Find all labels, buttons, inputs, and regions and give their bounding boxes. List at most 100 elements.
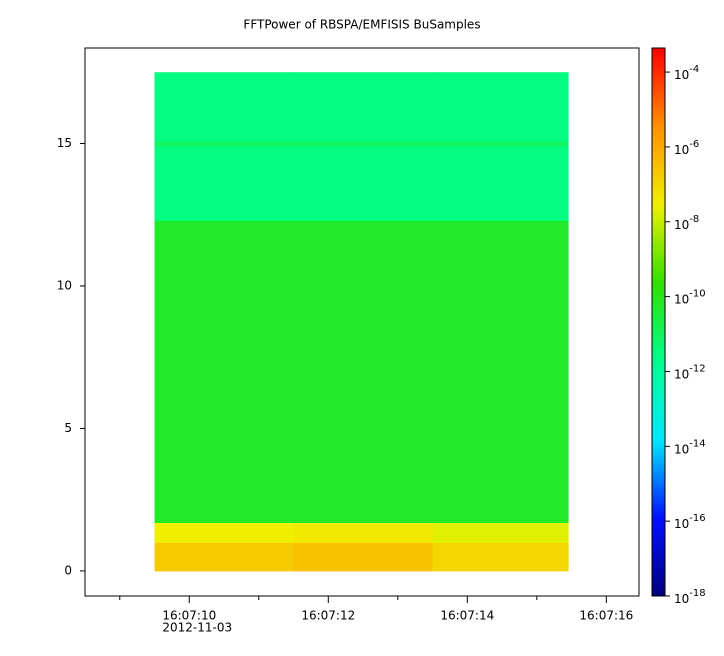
- colorbar-segment: [652, 516, 665, 521]
- y-tick-label: 10: [57, 278, 72, 292]
- colorbar-segment: [652, 452, 665, 457]
- colorbar-segment: [652, 236, 665, 241]
- colorbar-segment: [652, 428, 665, 433]
- colorbar-segment: [652, 56, 665, 61]
- colorbar-segment: [652, 140, 665, 145]
- colorbar-segment: [652, 440, 665, 445]
- x-date-label: 2012-11-03: [162, 621, 232, 635]
- colorbar-segment: [652, 88, 665, 93]
- colorbar-segment: [652, 124, 665, 129]
- colorbar-segment: [652, 340, 665, 345]
- x-tick-label: 16:07:10: [162, 609, 216, 623]
- colorbar-segment: [652, 204, 665, 209]
- colorbar-segment: [652, 192, 665, 197]
- colorbar-segment: [652, 308, 665, 313]
- colorbar-segment: [652, 592, 665, 597]
- colorbar-segment: [652, 524, 665, 529]
- cell: [154, 146, 295, 221]
- cell: [432, 140, 569, 147]
- tick-exponent: -4: [689, 64, 699, 75]
- colorbar-segment: [652, 328, 665, 333]
- cell: [154, 542, 295, 572]
- colorbar-tick-label: 10-14: [674, 438, 706, 456]
- cell: [154, 522, 295, 543]
- colorbar-segment: [652, 588, 665, 593]
- cell: [293, 140, 434, 147]
- colorbar-segment: [652, 208, 665, 213]
- colorbar-segment: [652, 172, 665, 177]
- colorbar-segment: [652, 324, 665, 329]
- colorbar-segment: [652, 212, 665, 217]
- colorbar-segment: [652, 104, 665, 109]
- colorbar-segment: [652, 376, 665, 381]
- colorbar-segment: [652, 96, 665, 101]
- colorbar-segment: [652, 64, 665, 69]
- colorbar-segment: [652, 408, 665, 413]
- cell: [432, 146, 569, 221]
- colorbar-segment: [652, 584, 665, 589]
- colorbar-segment: [652, 216, 665, 221]
- colorbar-tick-label: 10-4: [674, 64, 699, 82]
- cell: [432, 220, 569, 523]
- tick-exponent: -6: [689, 139, 699, 150]
- colorbar-segment: [652, 112, 665, 117]
- tick-base: 10: [674, 442, 689, 456]
- colorbar-segment: [652, 132, 665, 137]
- colorbar-segment: [652, 268, 665, 273]
- tick-base: 10: [674, 292, 689, 306]
- colorbar-segment: [652, 496, 665, 501]
- colorbar-segment: [652, 252, 665, 257]
- colorbar-segment: [652, 448, 665, 453]
- colorbar-segment: [652, 196, 665, 201]
- colorbar-segment: [652, 92, 665, 97]
- colorbar-segment: [652, 380, 665, 385]
- colorbar-segment: [652, 392, 665, 397]
- colorbar-segment: [652, 72, 665, 77]
- tick-exponent: -18: [689, 588, 705, 599]
- colorbar-segment: [652, 176, 665, 181]
- tick-base: 10: [674, 517, 689, 531]
- colorbar-segment: [652, 108, 665, 113]
- colorbar-segment: [652, 288, 665, 293]
- colorbar-segment: [652, 460, 665, 465]
- colorbar-tick-label: 10-8: [674, 214, 699, 232]
- chart-title: FFTPower of RBSPA/EMFISIS BuSamples: [243, 18, 480, 32]
- colorbar-segment: [652, 184, 665, 189]
- colorbar-tick-label: 10-16: [674, 513, 706, 531]
- colorbar-segment: [652, 316, 665, 321]
- colorbar-segment: [652, 200, 665, 205]
- colorbar-segment: [652, 412, 665, 417]
- colorbar-segment: [652, 492, 665, 497]
- y-tick-label: 0: [64, 563, 72, 577]
- tick-base: 10: [674, 142, 689, 156]
- tick-base: 10: [674, 592, 689, 606]
- colorbar-segment: [652, 100, 665, 105]
- colorbar-segment: [652, 300, 665, 305]
- colorbar-segment: [652, 164, 665, 169]
- colorbar-segment: [652, 532, 665, 537]
- colorbar-segment: [652, 436, 665, 441]
- colorbar-segment: [652, 256, 665, 261]
- colorbar-segment: [652, 528, 665, 533]
- cell: [293, 522, 434, 543]
- x-tick-label: 16:07:16: [579, 609, 633, 623]
- colorbar-segment: [652, 508, 665, 513]
- colorbar-segment: [652, 540, 665, 545]
- colorbar-segment: [652, 348, 665, 353]
- colorbar-segment: [652, 312, 665, 317]
- colorbar-segment: [652, 404, 665, 409]
- colorbar-segment: [652, 336, 665, 341]
- colorbar-segment: [652, 224, 665, 229]
- colorbar-segment: [652, 220, 665, 225]
- cell: [154, 140, 295, 147]
- colorbar-segment: [652, 152, 665, 157]
- colorbar-frame: [651, 47, 666, 597]
- colorbar-segment: [652, 456, 665, 461]
- colorbar-segment: [652, 444, 665, 449]
- colorbar-segment: [652, 564, 665, 569]
- colorbar-segment: [652, 136, 665, 141]
- colorbar-segment: [652, 272, 665, 277]
- colorbar-segment: [652, 568, 665, 573]
- colorbar-segment: [652, 356, 665, 361]
